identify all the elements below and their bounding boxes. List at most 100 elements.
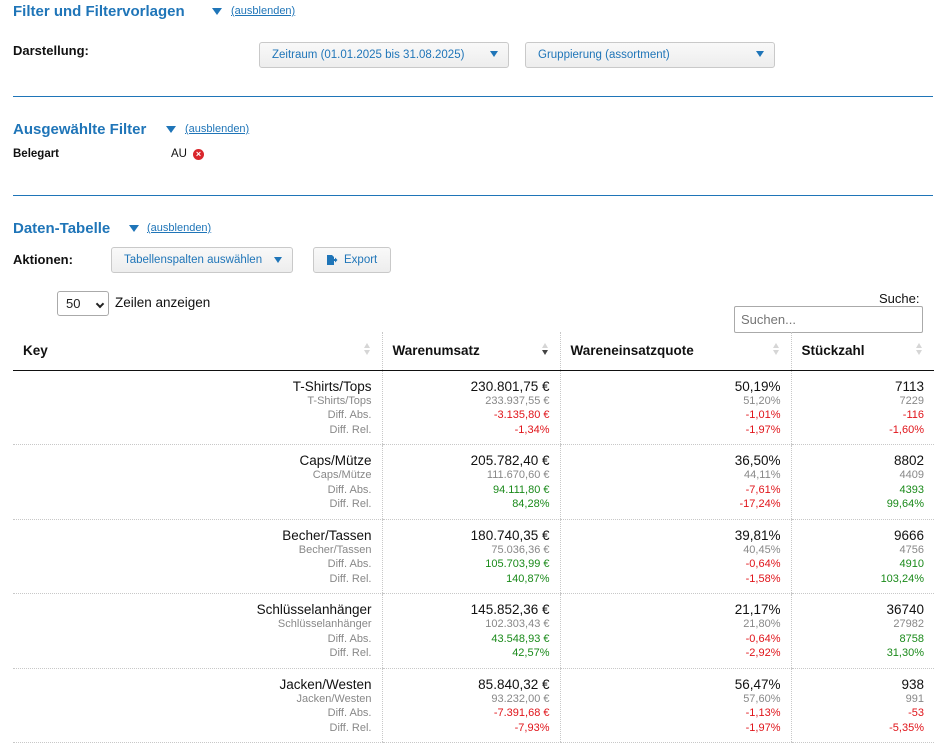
search-input[interactable]	[734, 306, 923, 333]
cell-value: 85.840,32 €	[478, 676, 550, 692]
column-header-label: Wareneinsatzquote	[570, 343, 694, 359]
remove-filter-icon[interactable]: ×	[193, 149, 204, 160]
chevron-down-icon	[756, 51, 764, 57]
table-header-row: Key Warenumsatz Wareneinsatzquote Stückz…	[13, 332, 934, 371]
cell-diff-rel: Diff. Rel.	[329, 647, 372, 659]
cell-umsatz: 145.852,36 €102.303,43 € 43.548,93 € 42,57…	[381, 593, 560, 669]
cell-value: Jacken/Westen	[279, 676, 372, 692]
cell-diff-abs: -53	[908, 707, 924, 719]
cell-comparison-value: Jacken/Westen	[296, 692, 372, 705]
belegart-label: Belegart	[13, 148, 60, 160]
grouping-select[interactable]: Gruppierung (assortment)	[525, 42, 775, 68]
cell-comparison-value: 75.036,36 €	[491, 543, 550, 556]
cell-comparison-value: Schlüsselanhänger	[277, 618, 372, 630]
page-length-select[interactable]: 50	[57, 291, 109, 316]
cell-comparison-value: T-Shirts/Tops	[307, 394, 372, 407]
cell-value: Becher/Tassen	[282, 527, 372, 543]
cell-comparison-value: 4756	[899, 543, 924, 556]
column-header-stueckzahl[interactable]: Stückzahl	[790, 332, 934, 371]
cell-diff-rel: Diff. Rel.	[329, 498, 372, 510]
cell-stueck: 36740 27982 8758 31,30%	[790, 593, 934, 669]
cell-diff-abs: -1,13%	[745, 707, 781, 719]
sort-arrows-icon	[916, 343, 922, 357]
export-button[interactable]: Export	[313, 247, 391, 273]
cell-diff-abs: -1,01%	[745, 409, 781, 421]
cell-value: 7113	[894, 378, 924, 394]
cell-diff-rel: -7,93%	[514, 721, 550, 734]
cell-key: Caps/Mütze Caps/Mütze Diff. Abs. Diff. Rel.	[13, 444, 382, 520]
cell-comparison-value: 40,45%	[743, 543, 781, 556]
columns-select-button[interactable]: Tabellenspalten auswählen	[111, 247, 293, 273]
cell-value: 21,17%	[734, 602, 781, 617]
hide-selected-filters-link[interactable]: (ausblenden)	[185, 123, 250, 135]
collapse-caret-icon[interactable]	[129, 225, 139, 232]
cell-value: Caps/Mütze	[299, 453, 372, 468]
data-table-title: Daten-Tabelle	[13, 220, 111, 237]
column-header-label: Stückzahl	[801, 343, 865, 359]
page-length-value: 50	[66, 296, 81, 311]
column-header-key[interactable]: Key	[13, 332, 382, 371]
cell-value: 180.740,35 €	[470, 527, 550, 543]
cell-diff-abs: Diff. Abs.	[327, 483, 372, 496]
cell-value: 938	[901, 676, 924, 692]
cell-diff-abs: 8758	[899, 632, 924, 645]
cell-diff-rel: -1,97%	[745, 721, 781, 734]
actions-label: Aktionen:	[13, 252, 73, 267]
data-table: Key Warenumsatz Wareneinsatzquote Stückz…	[13, 332, 934, 743]
cell-value: 39,81%	[734, 527, 781, 543]
cell-comparison-value: 111.670,60 €	[486, 469, 550, 481]
export-file-icon	[327, 255, 338, 265]
cell-diff-rel: -5,35%	[889, 721, 924, 734]
cell-value: 145.852,36 €	[470, 602, 550, 617]
cell-stueck: 938 991 -53 -5,35%	[790, 668, 934, 743]
cell-diff-rel: -1,60%	[889, 423, 924, 436]
table-row: Caps/Mütze Caps/Mütze Diff. Abs. Diff. Rel.…	[13, 444, 934, 520]
export-label: Export	[344, 254, 378, 266]
table-row: T-Shirts/Tops T-Shirts/Tops Diff. Abs. Diff…	[13, 370, 934, 445]
period-select-label: Zeitraum (01.01.2025 bis 31.08.2025)	[272, 49, 465, 61]
column-header-label: Key	[23, 343, 48, 359]
cell-comparison-value: Caps/Mütze	[312, 469, 372, 481]
cell-quote: 50,19% 51,20% -1,01% -1,97%	[559, 370, 791, 445]
cell-comparison-value: 44,11%	[744, 469, 781, 481]
chevron-down-icon	[95, 299, 105, 309]
cell-diff-abs: Diff. Abs.	[327, 632, 372, 645]
cell-diff-abs: Diff. Abs.	[327, 707, 372, 719]
cell-umsatz: 85.840,32 €93.232,00 € -7.391,68 € -7,93%	[381, 668, 560, 743]
cell-value: 50,19%	[734, 378, 781, 394]
cell-diff-rel: -1,97%	[745, 423, 781, 436]
period-select[interactable]: Zeitraum (01.01.2025 bis 31.08.2025)	[259, 42, 509, 68]
column-header-warenumsatz[interactable]: Warenumsatz	[381, 332, 560, 371]
search-label: Suche:	[879, 291, 920, 306]
filter-section-title: Filter und Filtervorlagen	[13, 3, 185, 20]
cell-diff-abs: -7,61%	[745, 483, 781, 496]
column-header-wareneinsatzquote[interactable]: Wareneinsatzquote	[559, 332, 791, 371]
cell-value: 36740	[886, 602, 924, 617]
cell-comparison-value: 4409	[899, 469, 924, 481]
cell-stueck: 7113 7229 -116 -1,60%	[790, 370, 934, 445]
hide-filter-section-link[interactable]: (ausblenden)	[231, 5, 296, 17]
cell-diff-abs: -7.391,68 €	[493, 707, 550, 719]
cell-umsatz: 180.740,35 €75.036,36 € 105.703,99 € 140,8…	[381, 519, 560, 594]
page-length-label: Zeilen anzeigen	[115, 295, 211, 310]
table-row: Becher/Tassen Becher/Tassen Diff. Abs. Diff…	[13, 519, 934, 594]
hide-data-table-link[interactable]: (ausblenden)	[147, 222, 212, 234]
cell-comparison-value: Becher/Tassen	[298, 543, 372, 556]
cell-diff-abs: Diff. Abs.	[327, 409, 372, 421]
cell-diff-rel: 140,87%	[506, 572, 550, 585]
cell-value: 230.801,75 €	[470, 378, 550, 394]
cell-diff-rel: Diff. Rel.	[329, 423, 372, 436]
cell-diff-rel: 84,28%	[512, 498, 550, 510]
cell-diff-rel: -1,34%	[514, 423, 550, 436]
darstellung-label: Darstellung:	[13, 43, 89, 58]
sort-arrows-icon	[363, 343, 370, 357]
collapse-caret-icon[interactable]	[212, 8, 222, 15]
table-row: Jacken/Westen Jacken/Westen Diff. Abs. Diff…	[13, 668, 934, 743]
cell-stueck: 9666 4756 4910 103,24%	[790, 519, 934, 594]
chevron-down-icon	[490, 51, 498, 57]
cell-diff-rel: -1,58%	[745, 572, 781, 585]
section-divider	[13, 96, 933, 97]
collapse-caret-icon[interactable]	[166, 126, 176, 133]
cell-stueck: 8802 4409 4393 99,64%	[790, 444, 934, 520]
cell-value: T-Shirts/Tops	[292, 378, 372, 394]
